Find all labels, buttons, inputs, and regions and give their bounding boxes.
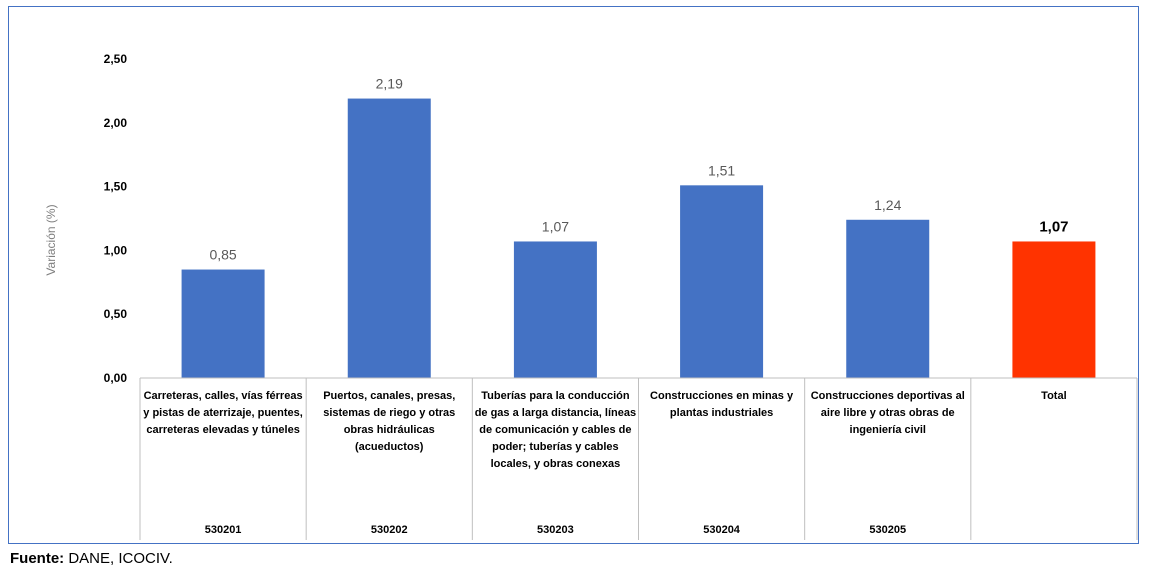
source-note: Fuente: DANE, ICOCIV. — [10, 550, 173, 567]
bar-6 — [1012, 241, 1096, 378]
category-code: 530201 — [204, 524, 242, 536]
category-label: Tuberías para la conducción de gas a lar… — [474, 390, 637, 470]
bar-1 — [181, 269, 265, 378]
data-label-3: 1,07 — [542, 218, 569, 234]
bar-chart: 0,00 0,50 1,00 1,50 2,00 2,50 0,85 2,19 1,07 1,5… — [44, 52, 1138, 540]
bar-2 — [347, 98, 431, 378]
category-code: 530203 — [537, 524, 574, 536]
category-code: 530205 — [869, 524, 907, 536]
data-label-6: 1,07 — [1039, 218, 1068, 235]
y-tick-label: 0,50 — [104, 307, 128, 321]
category-label: Construcciones deportivas al aire libre … — [810, 390, 965, 436]
y-axis-label: Variación (%) — [44, 204, 58, 275]
category-label: Puertos, canales, presas, sistemas de ri… — [323, 390, 456, 453]
chart-frame — [8, 6, 1139, 544]
category-label: Total — [1041, 390, 1067, 402]
bar-4 — [680, 185, 764, 378]
y-tick-label: 2,50 — [104, 52, 128, 66]
data-labels: 0,85 2,19 1,07 1,51 1,24 1,07 — [209, 76, 1068, 263]
category-code: 530204 — [703, 524, 740, 536]
category-label: Carreteras, calles, vías férreas y pista… — [143, 390, 303, 436]
y-tick-label: 0,00 — [104, 371, 128, 385]
y-tick-label: 1,50 — [104, 180, 128, 194]
data-label-2: 2,19 — [376, 76, 403, 92]
category-code: 530202 — [370, 524, 408, 536]
category-label: Construcciones en minas y plantas indust… — [650, 390, 794, 419]
category-table-lines — [139, 377, 1138, 540]
y-tick-label: 1,00 — [104, 243, 128, 257]
y-tick-label: 2,00 — [104, 116, 128, 130]
data-label-1: 0,85 — [209, 247, 236, 263]
source-text: DANE, ICOCIV. — [68, 550, 173, 567]
data-label-5: 1,24 — [874, 197, 901, 213]
bars — [181, 98, 1096, 378]
data-label-4: 1,51 — [708, 162, 735, 178]
bar-3 — [513, 241, 597, 378]
bar-5 — [846, 219, 930, 378]
source-label: Fuente: — [10, 550, 65, 567]
y-axis: 0,00 0,50 1,00 1,50 2,00 2,50 — [104, 52, 128, 385]
